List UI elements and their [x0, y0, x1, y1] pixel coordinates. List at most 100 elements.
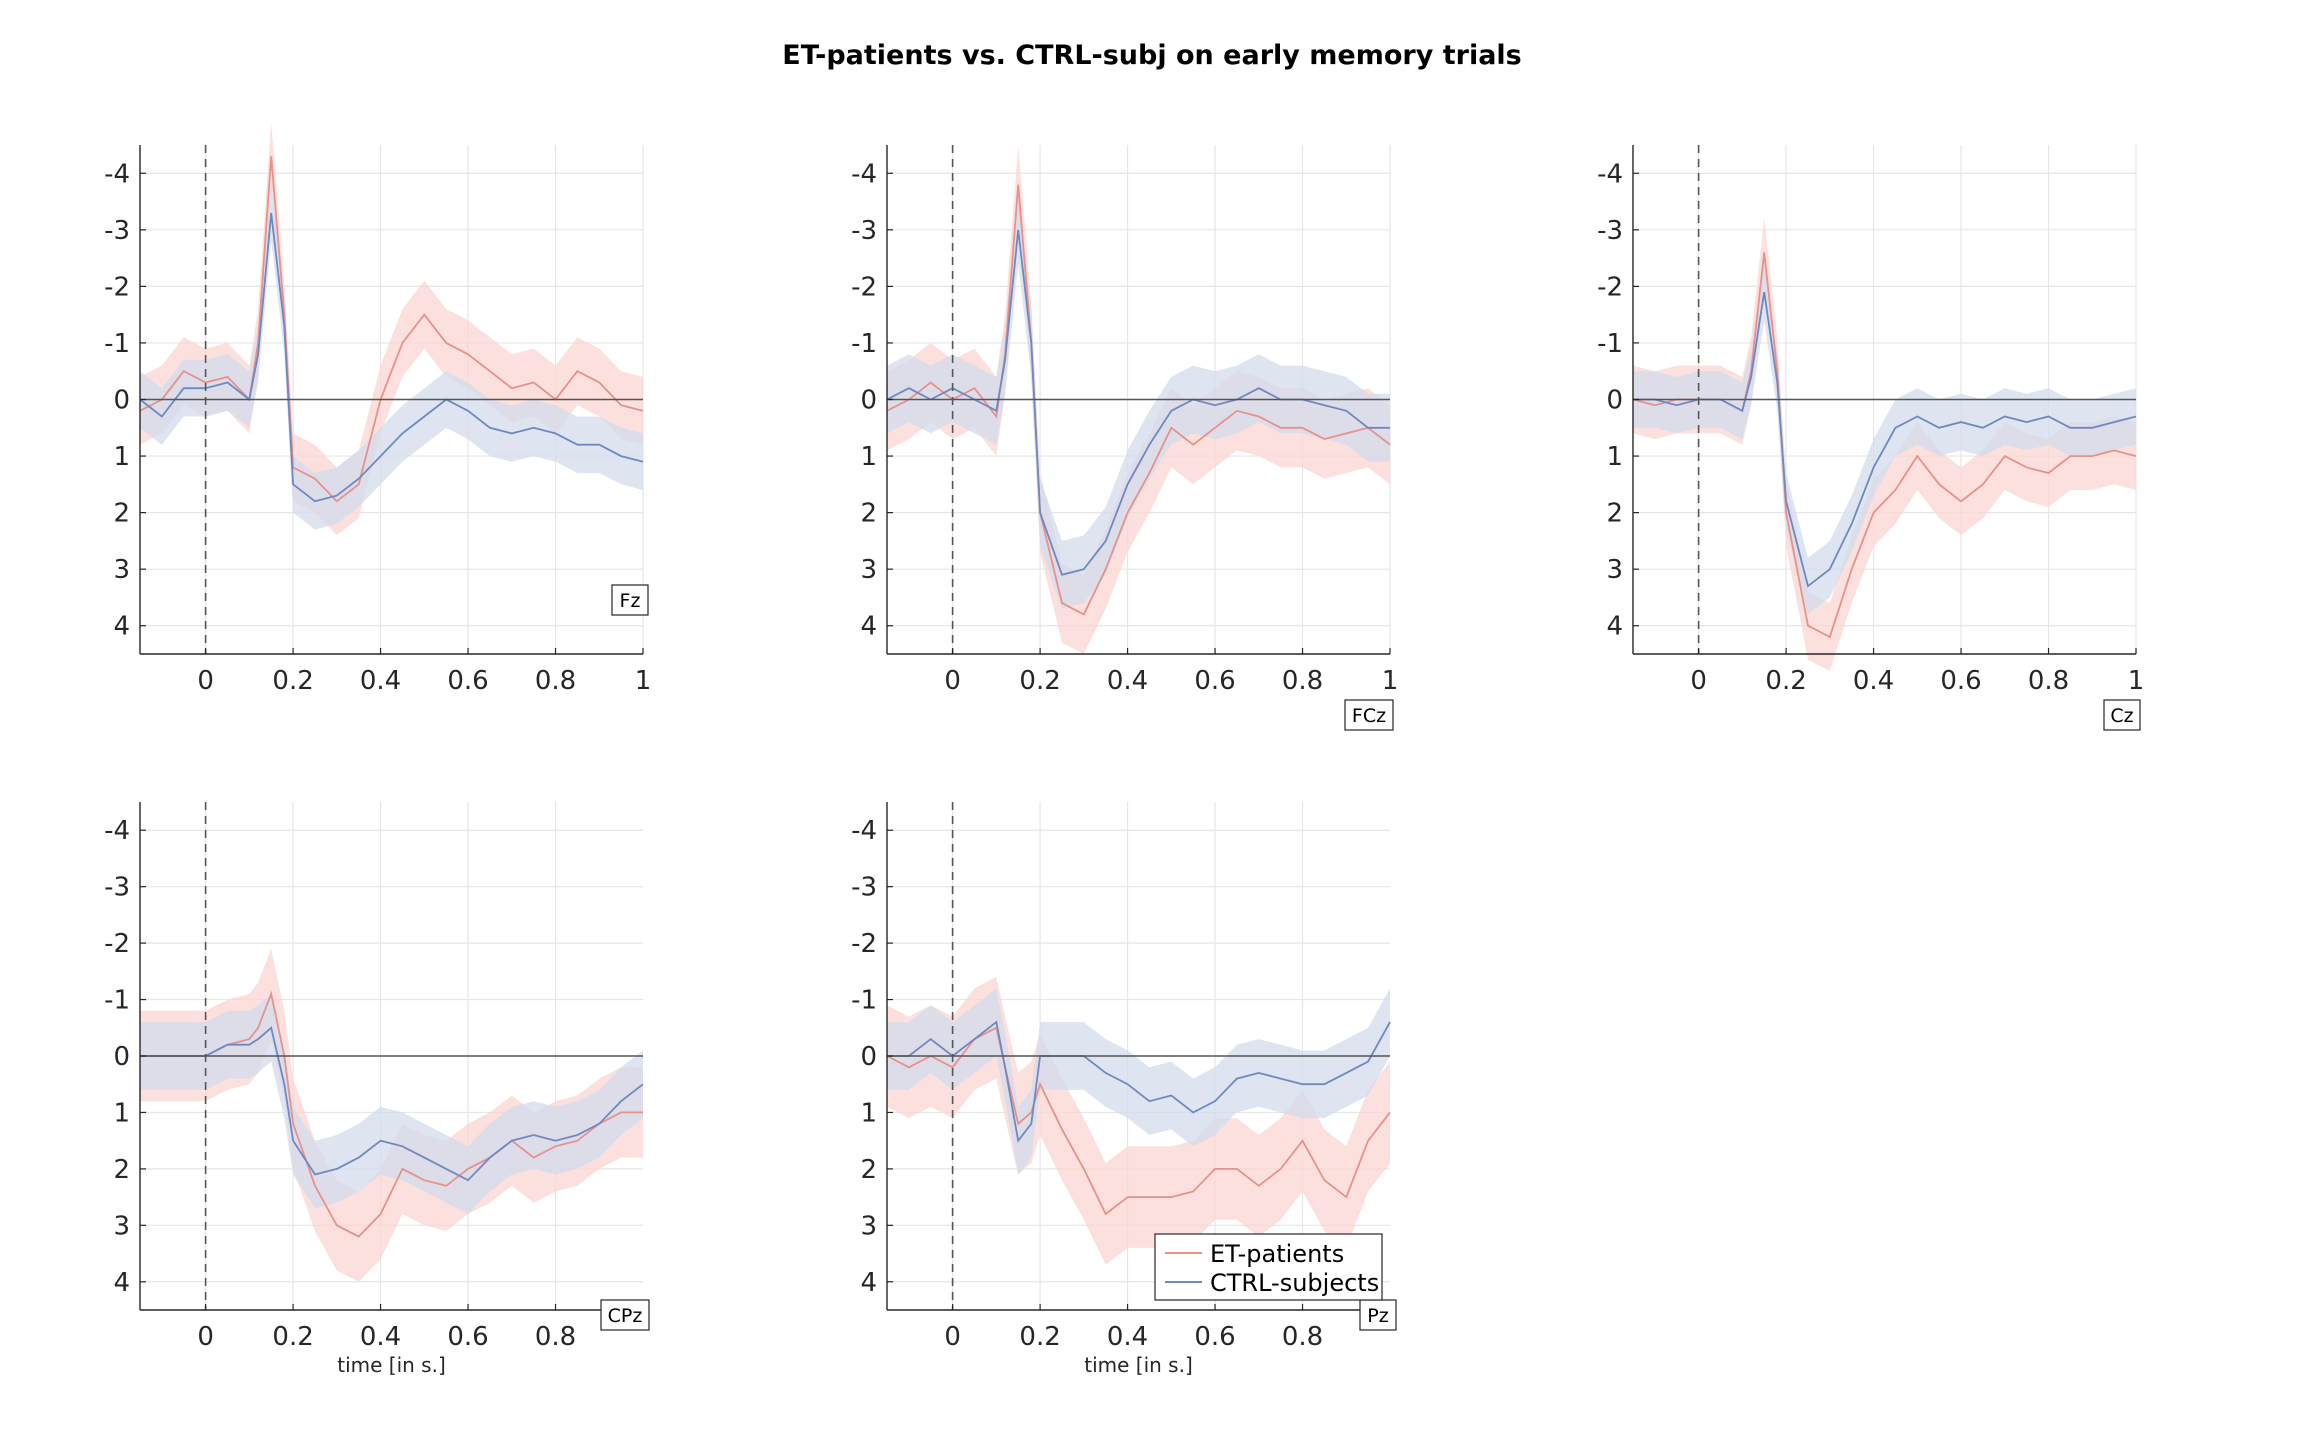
y-tick-label: -4	[1597, 159, 1623, 189]
series-line-et	[139, 156, 644, 503]
error-band-et	[140, 122, 643, 536]
y-tick-label: 3	[113, 1211, 130, 1241]
subplot-cpz: 0 0.2 0.4 0.6 0.8 -4 -3 -2 -1 0 1 2 3 4 time [in s.] CP…	[104, 802, 650, 1377]
y-tick-label: -3	[851, 873, 877, 903]
y-tick-label: 3	[860, 1211, 877, 1241]
y-tick-label: -4	[851, 816, 877, 846]
figure-title: ET-patients vs. CTRL-subj on early memor…	[782, 40, 1522, 71]
x-tick-label: 0.4	[360, 666, 401, 696]
error-band-ctrl	[887, 195, 1390, 609]
subplots-group: 0 0.2 0.4 0.6 0.8 1 -4 -3 -2 -1 0 1 2 3 4 Fz 0 0.2 0.4 0.6 0…	[104, 122, 2144, 1377]
x-tick-label: 0.2	[272, 1322, 313, 1352]
y-tick-label: -2	[851, 929, 877, 959]
y-tick-label: 3	[860, 555, 877, 585]
channel-label-box	[611, 584, 649, 616]
y-tick-label: 0	[860, 1042, 877, 1072]
y-tick-label: 0	[1606, 386, 1623, 416]
y-tick-label: 4	[860, 612, 877, 642]
series-line-et	[140, 990, 643, 1238]
legend-label-et: ET-patients	[1210, 1240, 1344, 1268]
y-tick-label: -4	[104, 159, 130, 189]
series-line-et	[886, 184, 1391, 616]
y-tick-label: 4	[113, 612, 130, 642]
legend-label-ctrl: CTRL-subjects	[1210, 1269, 1379, 1297]
x-tick-label: 0.4	[1107, 1322, 1148, 1352]
series-line-ctrl	[887, 1020, 1391, 1143]
y-tick-label: 4	[860, 1268, 877, 1298]
subplot-fz: 0 0.2 0.4 0.6 0.8 1 -4 -3 -2 -1 0 1 2 3 4 Fz	[104, 122, 651, 696]
x-tick-label: 0.8	[535, 1322, 576, 1352]
subplot-pz: 0 0.2 0.4 0.6 0.8 -4 -3 -2 -1 0 1 2 3 4 time [in s.] Pz	[851, 802, 1397, 1377]
x-tick-label: 0.2	[1019, 666, 1060, 696]
series-line-ctrl	[1633, 291, 2137, 588]
channel-label-box	[2103, 699, 2141, 731]
y-tick-label: 4	[1606, 612, 1623, 642]
x-tick-label: 0.2	[1765, 666, 1806, 696]
y-tick-label: 2	[113, 499, 130, 529]
x-tick-label: 0.8	[1282, 666, 1323, 696]
channel-label-box	[1344, 699, 1394, 731]
x-tick-label: 0.8	[535, 666, 576, 696]
y-tick-label: -2	[104, 272, 130, 302]
y-tick-label: 0	[113, 1042, 130, 1072]
legend-box	[1154, 1233, 1383, 1301]
channel-label: Fz	[620, 590, 641, 612]
x-tick-label: 1	[635, 666, 652, 696]
x-tick-label: 0.6	[447, 1322, 488, 1352]
y-tick-label: -4	[851, 159, 877, 189]
error-band-et	[887, 977, 1390, 1265]
error-band-ctrl	[1633, 263, 2136, 615]
x-tick-label: 0.8	[2028, 666, 2069, 696]
y-tick-label: 3	[1606, 555, 1623, 585]
y-tick-label: 3	[113, 555, 130, 585]
x-tick-label: 0	[944, 666, 961, 696]
y-tick-label: -3	[1597, 216, 1623, 246]
channel-label: Pz	[1367, 1305, 1388, 1327]
y-tick-label: 2	[860, 1155, 877, 1185]
y-tick-label: 1	[113, 442, 130, 472]
y-tick-label: 2	[113, 1155, 130, 1185]
y-tick-label: 1	[113, 1098, 130, 1128]
subplot-fcz: 0 0.2 0.4 0.6 0.8 1 -4 -3 -2 -1 0 1 2 3 4 FCz	[851, 145, 1399, 731]
y-tick-label: 2	[1606, 499, 1623, 529]
y-tick-label: -3	[104, 216, 130, 246]
y-tick-label: 1	[1606, 442, 1623, 472]
series-line-ctrl	[139, 212, 644, 503]
x-tick-label: 0.6	[1940, 666, 1981, 696]
y-tick-label: -1	[851, 986, 877, 1016]
x-tick-label: 0.4	[360, 1322, 401, 1352]
y-tick-label: -3	[851, 216, 877, 246]
x-tick-label: 1	[1382, 666, 1399, 696]
x-tick-label: 0.2	[272, 666, 313, 696]
subplot-cz: 0 0.2 0.4 0.6 0.8 1 -4 -3 -2 -1 0 1 2 3 4 Cz	[1597, 145, 2145, 731]
x-axis-label: time [in s.]	[1084, 1353, 1193, 1377]
y-tick-label: 2	[860, 499, 877, 529]
x-tick-label: 0.8	[1282, 1322, 1323, 1352]
x-tick-label: 0.6	[1194, 1322, 1235, 1352]
y-tick-label: 1	[860, 442, 877, 472]
x-tick-label: 0	[197, 666, 214, 696]
y-tick-label: 1	[860, 1098, 877, 1128]
x-axis-label: time [in s.]	[337, 1353, 446, 1377]
y-tick-label: 0	[113, 386, 130, 416]
y-tick-label: -1	[104, 329, 130, 359]
y-tick-label: -1	[104, 986, 130, 1016]
y-tick-label: 0	[860, 386, 877, 416]
series-line-ctrl	[140, 1026, 644, 1182]
x-tick-label: 1	[2128, 666, 2145, 696]
x-tick-label: 0.6	[1194, 666, 1235, 696]
y-tick-label: -1	[851, 329, 877, 359]
channel-label: CPz	[608, 1305, 643, 1327]
x-tick-label: 0.2	[1019, 1322, 1060, 1352]
x-tick-label: 0.4	[1853, 666, 1894, 696]
channel-label-box	[600, 1299, 650, 1331]
y-tick-label: -2	[104, 929, 130, 959]
y-tick-label: -2	[1597, 272, 1623, 302]
x-tick-label: 0.4	[1107, 666, 1148, 696]
y-tick-label: -3	[104, 873, 130, 903]
error-band-ctrl	[887, 988, 1390, 1175]
y-tick-label: -2	[851, 272, 877, 302]
y-tick-label: -4	[104, 816, 130, 846]
y-tick-label: 4	[113, 1268, 130, 1298]
